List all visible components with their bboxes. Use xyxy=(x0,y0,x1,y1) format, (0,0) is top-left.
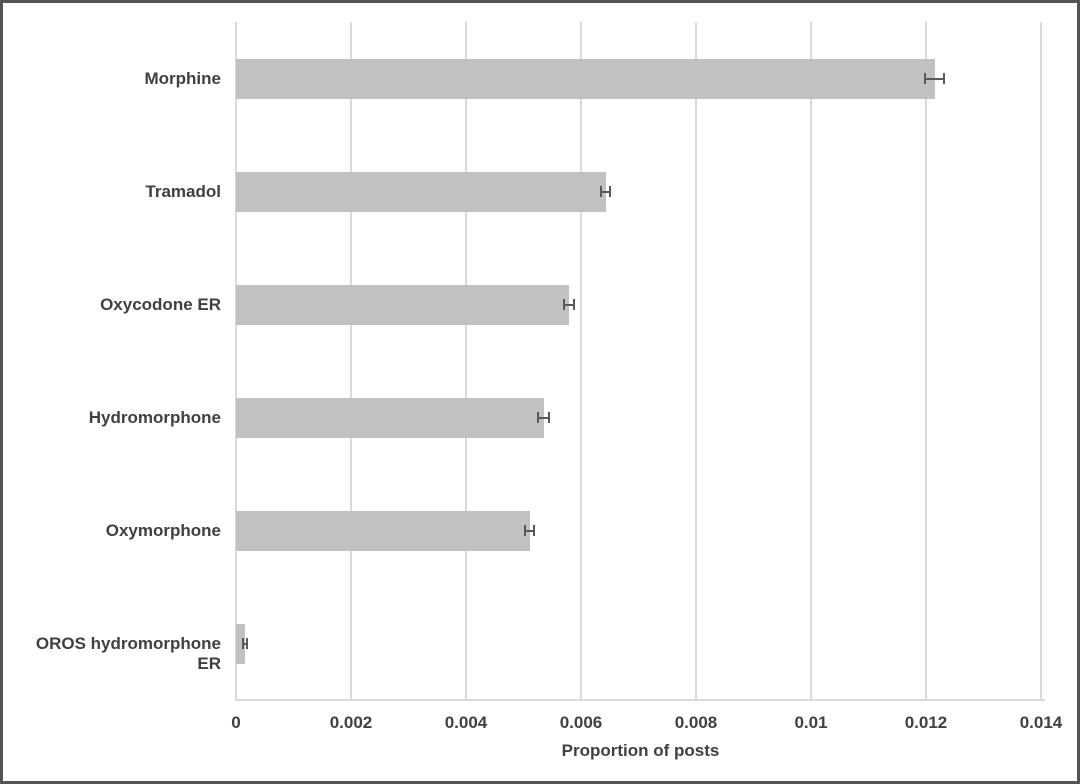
gridline xyxy=(465,22,467,700)
error-bar-cap-right xyxy=(609,186,612,197)
x-tick-label: 0.002 xyxy=(329,713,373,732)
gridline xyxy=(810,22,812,700)
x-tick-label: 0.004 xyxy=(444,713,488,732)
bar-oros-hydromorphone-er xyxy=(236,623,246,664)
category-label: Oxymorphone xyxy=(105,520,221,540)
bar-oxycodone-er xyxy=(236,284,569,325)
gridline xyxy=(350,22,352,700)
error-bar-cap-right xyxy=(547,412,550,423)
error-bar-cap-left xyxy=(537,412,540,423)
error-bar-cap-right xyxy=(533,525,536,536)
error-bar-line xyxy=(243,642,247,645)
error-bar-cap-left xyxy=(242,638,245,649)
gridline xyxy=(695,22,697,700)
x-tick-label: 0.012 xyxy=(904,713,948,732)
error-bar-line xyxy=(564,303,574,306)
error-bar-cap-right xyxy=(942,73,945,84)
error-bar-line xyxy=(538,416,549,419)
error-bar-line xyxy=(925,77,944,80)
x-axis-line xyxy=(236,699,1045,701)
error-bar-cap-left xyxy=(600,186,603,197)
gridline xyxy=(925,22,927,700)
x-tick-label: 0.006 xyxy=(559,713,603,732)
error-bar-cap-left xyxy=(563,299,566,310)
bar-morphine xyxy=(236,58,935,99)
category-label: Oxycodone ER xyxy=(100,294,221,314)
bar-tramadol xyxy=(236,171,606,212)
x-tick-label: 0 xyxy=(231,713,241,732)
category-label: Tramadol xyxy=(145,181,221,201)
category-label: OROS hydromorphone ER xyxy=(35,633,221,673)
error-bar-line xyxy=(525,529,535,532)
error-bar-cap-left xyxy=(524,525,527,536)
x-tick-label: 0.01 xyxy=(794,713,828,732)
error-bar-cap-left xyxy=(924,73,927,84)
gridline xyxy=(235,22,237,700)
error-bar-cap-right xyxy=(245,638,248,649)
gridline xyxy=(1040,22,1042,700)
bar-oxymorphone xyxy=(236,510,530,551)
error-bar-line xyxy=(601,190,611,193)
x-tick-label: 0.008 xyxy=(674,713,718,732)
x-axis-title: Proportion of posts xyxy=(561,741,720,760)
category-label: Hydromorphone xyxy=(88,407,221,427)
gridline xyxy=(580,22,582,700)
category-label: Morphine xyxy=(144,68,222,88)
x-tick-label: 0.014 xyxy=(1019,713,1063,732)
bar-hydromorphone xyxy=(236,397,544,438)
error-bar-cap-right xyxy=(572,299,575,310)
